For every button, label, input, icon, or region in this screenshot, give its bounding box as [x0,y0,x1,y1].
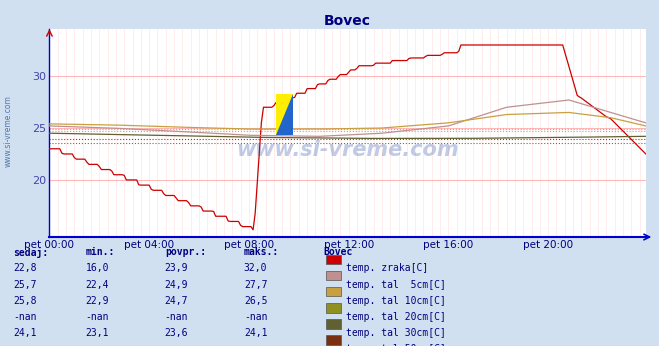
Polygon shape [276,94,293,135]
Text: temp. tal 30cm[C]: temp. tal 30cm[C] [346,328,446,338]
Text: -nan: -nan [244,344,268,346]
Text: www.si-vreme.com: www.si-vreme.com [4,95,13,167]
Bar [326,319,341,329]
Text: 22,4: 22,4 [86,280,109,290]
Text: -nan: -nan [244,312,268,322]
Text: temp. zraka[C]: temp. zraka[C] [346,264,428,273]
Text: 24,1: 24,1 [244,328,268,338]
Text: -nan: -nan [165,344,188,346]
Text: 32,0: 32,0 [244,264,268,273]
Text: -nan: -nan [86,312,109,322]
Text: temp. tal 10cm[C]: temp. tal 10cm[C] [346,295,446,306]
Text: 24,9: 24,9 [165,280,188,290]
Text: 16,0: 16,0 [86,264,109,273]
Text: Bovec: Bovec [323,247,353,257]
Text: -nan: -nan [86,344,109,346]
Text: 24,1: 24,1 [13,328,37,338]
Bar [326,255,341,264]
Text: temp. tal 50cm[C]: temp. tal 50cm[C] [346,344,446,346]
Text: 25,8: 25,8 [13,295,37,306]
Text: 23,1: 23,1 [86,328,109,338]
Text: sedaj:: sedaj: [13,247,48,258]
Bar [326,335,341,345]
Bar [326,303,341,312]
Text: 23,6: 23,6 [165,328,188,338]
Bar [326,271,341,280]
Text: temp. tal  5cm[C]: temp. tal 5cm[C] [346,280,446,290]
Text: povpr.:: povpr.: [165,247,206,257]
Title: Bovec: Bovec [324,14,371,28]
Bar [326,287,341,297]
Text: 22,8: 22,8 [13,264,37,273]
Text: -nan: -nan [165,312,188,322]
Text: 27,7: 27,7 [244,280,268,290]
Text: maks.:: maks.: [244,247,279,257]
Text: 23,9: 23,9 [165,264,188,273]
Text: min.:: min.: [86,247,115,257]
Text: www.si-vreme.com: www.si-vreme.com [237,140,459,160]
Text: -nan: -nan [13,344,37,346]
Bar [276,94,293,135]
Text: 26,5: 26,5 [244,295,268,306]
Text: 25,7: 25,7 [13,280,37,290]
Text: 24,7: 24,7 [165,295,188,306]
Text: -nan: -nan [13,312,37,322]
Text: 22,9: 22,9 [86,295,109,306]
Text: temp. tal 20cm[C]: temp. tal 20cm[C] [346,312,446,322]
